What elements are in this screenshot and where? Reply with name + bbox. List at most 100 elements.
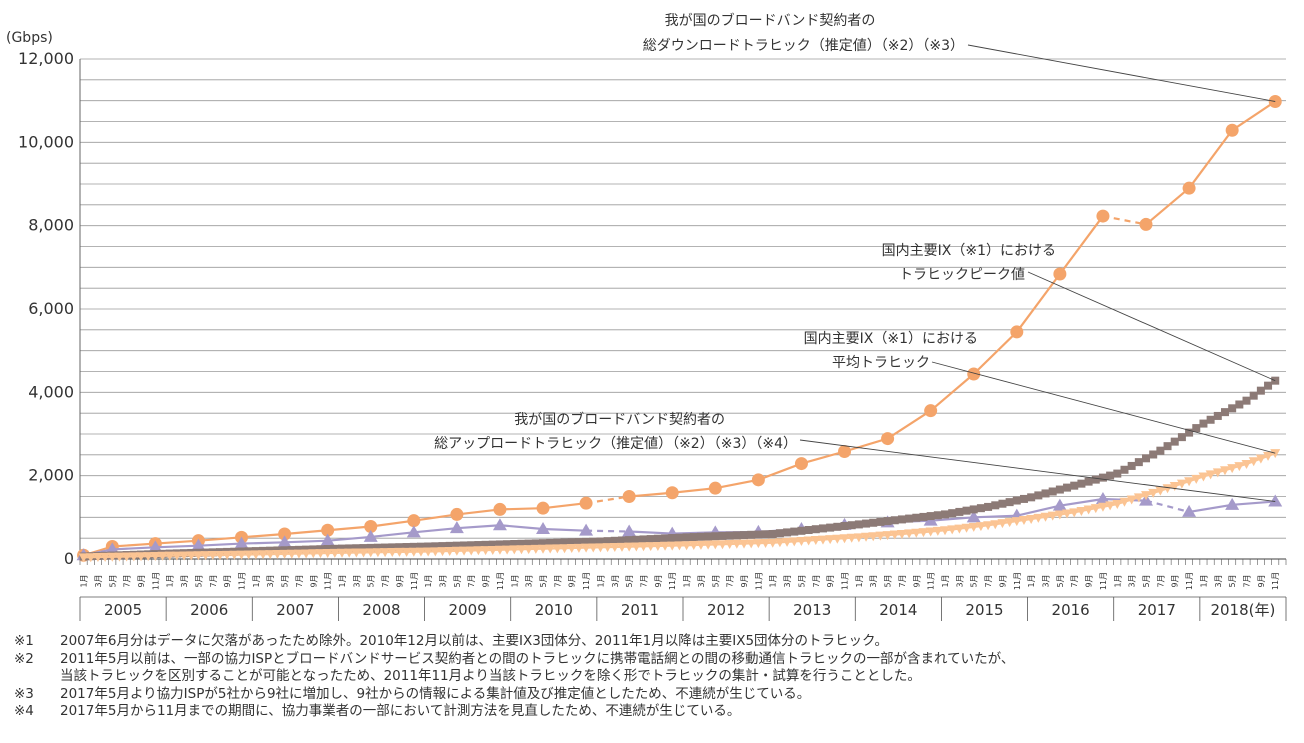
month-label: 11月 bbox=[238, 572, 247, 590]
data-point bbox=[998, 499, 1007, 508]
data-point bbox=[510, 540, 519, 548]
month-label: 3月 bbox=[1128, 574, 1137, 587]
data-point bbox=[668, 534, 677, 543]
series-segment bbox=[327, 535, 371, 542]
month-label: 9月 bbox=[654, 574, 663, 587]
data-point bbox=[438, 542, 447, 551]
month-label: 7月 bbox=[381, 574, 390, 587]
data-point bbox=[536, 522, 551, 534]
data-point bbox=[718, 531, 727, 540]
footnote-1: ※1 2007年6月分はデータに欠落があったため除外。2010年12月以前は、主… bbox=[14, 633, 1299, 651]
data-point bbox=[517, 539, 526, 548]
month-label: 5月 bbox=[711, 574, 720, 587]
data-point bbox=[352, 544, 361, 553]
data-point bbox=[395, 543, 404, 552]
series-segment bbox=[930, 516, 974, 522]
data-point bbox=[503, 540, 512, 549]
series-segment bbox=[112, 546, 156, 551]
data-point bbox=[588, 543, 599, 553]
data-point bbox=[423, 547, 434, 557]
data-point bbox=[1142, 454, 1151, 463]
data-point bbox=[193, 551, 204, 561]
data-point bbox=[1141, 491, 1152, 501]
data-point bbox=[234, 536, 249, 549]
data-point bbox=[466, 546, 477, 556]
month-label: 1月 bbox=[596, 574, 605, 587]
series-segment bbox=[629, 530, 673, 535]
data-point bbox=[1256, 386, 1265, 395]
footnote-4: ※4 2017年5月から11月までの期間に、協力事業者の一部において計測方法を見… bbox=[14, 703, 1299, 721]
data-point bbox=[1105, 501, 1116, 511]
month-label: 5月 bbox=[367, 574, 376, 587]
year-label: 2011 bbox=[621, 601, 659, 619]
data-point bbox=[509, 545, 520, 555]
month-label: 5月 bbox=[108, 574, 117, 587]
series-0 bbox=[77, 95, 1282, 562]
month-label: 5月 bbox=[1228, 574, 1237, 587]
series-segment bbox=[1016, 504, 1061, 517]
month-label: 1月 bbox=[1027, 574, 1036, 587]
data-point bbox=[409, 542, 418, 551]
data-point bbox=[1134, 458, 1143, 467]
data-point bbox=[1033, 513, 1044, 523]
data-point bbox=[494, 545, 505, 555]
gridlines bbox=[80, 58, 1286, 560]
month-label: 5月 bbox=[194, 574, 203, 587]
month-label: 1月 bbox=[80, 574, 89, 587]
data-point bbox=[881, 432, 895, 446]
month-label: 3月 bbox=[611, 574, 620, 587]
data-point bbox=[754, 530, 763, 539]
data-point bbox=[1225, 497, 1240, 510]
month-label: 9月 bbox=[1085, 574, 1094, 587]
series-segment bbox=[327, 525, 371, 532]
data-point bbox=[704, 532, 713, 541]
footnote-text: 当該トラヒックを区別することが可能となったため、2011年11月より当該トラヒッ… bbox=[60, 668, 921, 684]
y-tick-label: 6,000 bbox=[28, 299, 74, 318]
data-point bbox=[918, 528, 929, 538]
data-point bbox=[402, 543, 411, 552]
series-segment bbox=[672, 487, 716, 494]
data-point bbox=[1155, 486, 1166, 496]
data-point bbox=[1219, 466, 1230, 476]
data-point bbox=[78, 553, 89, 563]
data-point bbox=[531, 539, 540, 548]
data-point bbox=[1270, 449, 1281, 459]
y-tick-label: 8,000 bbox=[28, 216, 74, 235]
data-point bbox=[975, 522, 986, 532]
month-label: 11月 bbox=[324, 572, 333, 590]
month-label: 7月 bbox=[726, 574, 735, 587]
data-point bbox=[667, 541, 678, 551]
month-label: 7月 bbox=[640, 574, 649, 587]
data-point bbox=[363, 529, 378, 542]
data-point bbox=[143, 552, 154, 562]
data-point bbox=[731, 539, 742, 549]
data-point bbox=[976, 504, 985, 513]
data-point bbox=[387, 548, 398, 558]
data-point bbox=[1048, 487, 1057, 496]
data-point bbox=[359, 544, 368, 553]
month-label: 7月 bbox=[1243, 574, 1252, 587]
annotation-ix-peak-line1: 国内主要IX（※1）における bbox=[882, 243, 1056, 259]
annotation-download-line1: 我が国のブロードバンド契約者の bbox=[665, 12, 876, 29]
series-segment bbox=[1015, 273, 1061, 333]
data-point bbox=[358, 548, 369, 558]
data-point bbox=[603, 537, 612, 546]
data-point bbox=[191, 538, 206, 551]
data-point bbox=[940, 526, 951, 536]
month-label: 9月 bbox=[1257, 574, 1266, 587]
footnote-mark: ※2 bbox=[14, 650, 34, 667]
data-point bbox=[164, 551, 175, 561]
month-label: 7月 bbox=[123, 574, 132, 587]
data-point bbox=[1156, 446, 1165, 455]
data-point bbox=[961, 523, 972, 533]
data-point bbox=[530, 544, 541, 554]
data-point bbox=[609, 542, 620, 552]
data-point bbox=[1248, 457, 1259, 467]
year-label: 2018(年) bbox=[1210, 601, 1275, 619]
data-point bbox=[875, 531, 886, 541]
data-point bbox=[695, 540, 706, 550]
data-point bbox=[85, 553, 96, 563]
series-segment bbox=[284, 529, 328, 536]
data-point bbox=[882, 531, 893, 541]
data-point bbox=[416, 542, 425, 551]
